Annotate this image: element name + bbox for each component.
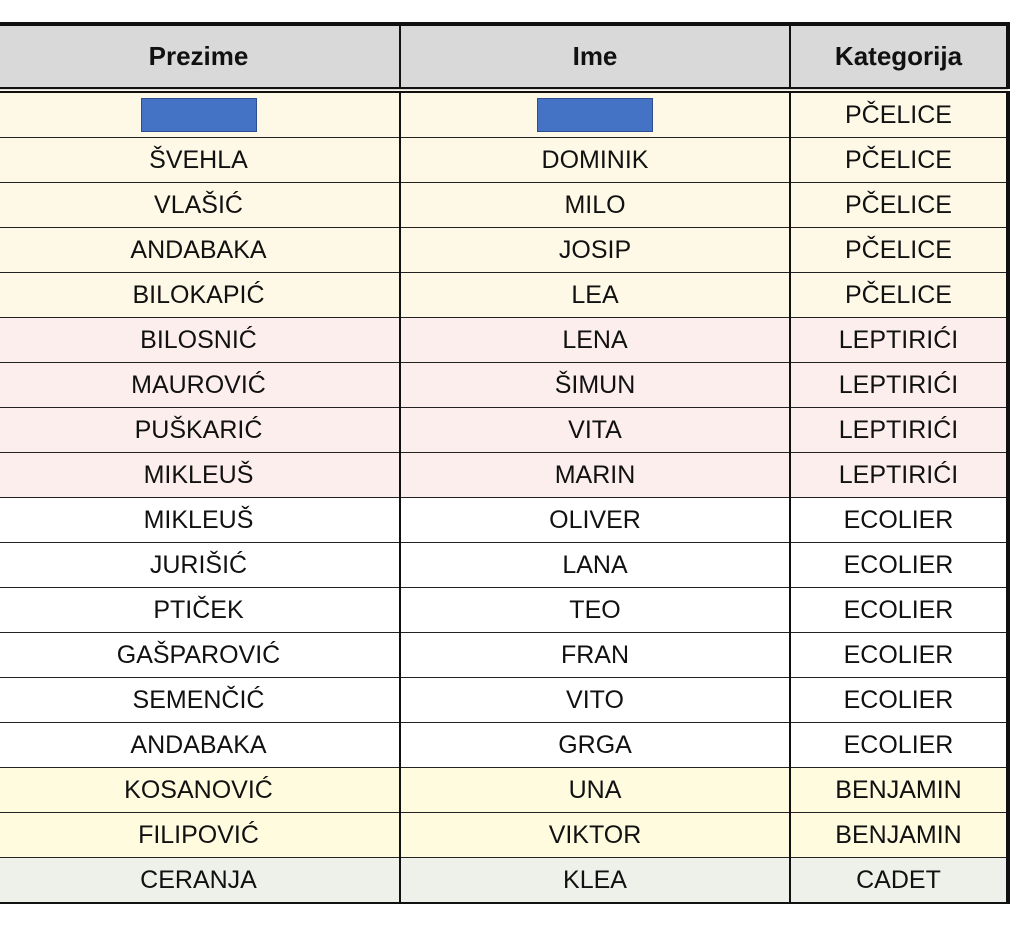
- cell-prezime: PUŠKARIĆ: [0, 407, 400, 453]
- cell-prezime: MIKLEUŠ: [0, 452, 400, 498]
- redaction-block: [140, 98, 257, 132]
- cell-prezime: JURIŠIĆ: [0, 542, 400, 588]
- cell-kategorija: ECOLIER: [789, 587, 1008, 633]
- cell-kategorija: ECOLIER: [789, 542, 1008, 588]
- cell-prezime: VLAŠIĆ: [0, 182, 400, 228]
- header-ime: Ime: [399, 24, 790, 93]
- table-row: VLAŠIĆ MILO PČELICE: [0, 182, 1008, 228]
- cell-ime: LEA: [399, 272, 790, 318]
- table-row: JURIŠIĆ LANA ECOLIER: [0, 542, 1008, 588]
- cell-prezime: ANDABAKA: [0, 722, 400, 768]
- table-row: ANDABAKA GRGA ECOLIER: [0, 722, 1008, 768]
- table-row: PČELICE: [0, 90, 1008, 138]
- cell-ime: GRGA: [399, 722, 790, 768]
- redaction-block: [537, 98, 653, 132]
- cell-kategorija: PČELICE: [789, 227, 1008, 273]
- cell-kategorija: BENJAMIN: [789, 767, 1008, 813]
- table-row: PUŠKARIĆ VITA LEPTIRIĆI: [0, 407, 1008, 453]
- table-body: PČELICE ŠVEHLA DOMINIK PČELICE VLAŠIĆ MILO PČE…: [0, 90, 1008, 904]
- cell-ime: DOMINIK: [399, 137, 790, 183]
- cell-ime: ŠIMUN: [399, 362, 790, 408]
- table-row: KOSANOVIĆ UNA BENJAMIN: [0, 767, 1008, 813]
- cell-ime: KLEA: [399, 857, 790, 904]
- cell-prezime: BILOKAPIĆ: [0, 272, 400, 318]
- cell-ime: VITO: [399, 677, 790, 723]
- cell-ime: TEO: [399, 587, 790, 633]
- cell-kategorija: CADET: [789, 857, 1008, 904]
- cell-ime: MARIN: [399, 452, 790, 498]
- cell-prezime: CERANJA: [0, 857, 400, 904]
- cell-ime: JOSIP: [399, 227, 790, 273]
- cell-prezime: MAUROVIĆ: [0, 362, 400, 408]
- cell-ime: UNA: [399, 767, 790, 813]
- table-row: ANDABAKA JOSIP PČELICE: [0, 227, 1008, 273]
- cell-prezime: MIKLEUŠ: [0, 497, 400, 543]
- cell-ime: FRAN: [399, 632, 790, 678]
- cell-prezime: BILOSNIĆ: [0, 317, 400, 363]
- header-prezime: Prezime: [0, 24, 400, 93]
- cell-kategorija: LEPTIRIĆI: [789, 407, 1008, 453]
- table-row: PTIČEK TEO ECOLIER: [0, 587, 1008, 633]
- header-row: Prezime Ime Kategorija: [0, 24, 1008, 93]
- cell-ime: OLIVER: [399, 497, 790, 543]
- cell-kategorija: PČELICE: [789, 137, 1008, 183]
- cell-kategorija: PČELICE: [789, 182, 1008, 228]
- header-kategorija: Kategorija: [789, 24, 1008, 93]
- cell-prezime: PTIČEK: [0, 587, 400, 633]
- table-row: BILOKAPIĆ LEA PČELICE: [0, 272, 1008, 318]
- table-row: ŠVEHLA DOMINIK PČELICE: [0, 137, 1008, 183]
- cell-ime: MILO: [399, 182, 790, 228]
- cell-kategorija: LEPTIRIĆI: [789, 452, 1008, 498]
- cell-prezime: ŠVEHLA: [0, 137, 400, 183]
- table-row: GAŠPAROVIĆ FRAN ECOLIER: [0, 632, 1008, 678]
- table-row: CERANJA KLEA CADET: [0, 857, 1008, 904]
- participants-table: Prezime Ime Kategorija PČELICE ŠVEHLA DOMI…: [0, 22, 1010, 904]
- cell-prezime: SEMENČIĆ: [0, 677, 400, 723]
- cell-kategorija: LEPTIRIĆI: [789, 362, 1008, 408]
- cell-prezime: [0, 90, 400, 138]
- cell-prezime: FILIPOVIĆ: [0, 812, 400, 858]
- table-row: FILIPOVIĆ VIKTOR BENJAMIN: [0, 812, 1008, 858]
- cell-prezime: KOSANOVIĆ: [0, 767, 400, 813]
- cell-kategorija: ECOLIER: [789, 632, 1008, 678]
- cell-ime: LANA: [399, 542, 790, 588]
- table-row: MIKLEUŠ MARIN LEPTIRIĆI: [0, 452, 1008, 498]
- cell-kategorija: BENJAMIN: [789, 812, 1008, 858]
- cell-ime: LENA: [399, 317, 790, 363]
- cell-ime: VITA: [399, 407, 790, 453]
- table-row: BILOSNIĆ LENA LEPTIRIĆI: [0, 317, 1008, 363]
- cell-kategorija: ECOLIER: [789, 677, 1008, 723]
- cell-kategorija: PČELICE: [789, 272, 1008, 318]
- cell-kategorija: PČELICE: [789, 90, 1008, 138]
- table-row: MIKLEUŠ OLIVER ECOLIER: [0, 497, 1008, 543]
- table-row: SEMENČIĆ VITO ECOLIER: [0, 677, 1008, 723]
- cell-ime: [399, 90, 790, 138]
- cell-kategorija: ECOLIER: [789, 722, 1008, 768]
- cell-kategorija: LEPTIRIĆI: [789, 317, 1008, 363]
- cell-prezime: ANDABAKA: [0, 227, 400, 273]
- cell-ime: VIKTOR: [399, 812, 790, 858]
- cell-prezime: GAŠPAROVIĆ: [0, 632, 400, 678]
- table-row: MAUROVIĆ ŠIMUN LEPTIRIĆI: [0, 362, 1008, 408]
- cell-kategorija: ECOLIER: [789, 497, 1008, 543]
